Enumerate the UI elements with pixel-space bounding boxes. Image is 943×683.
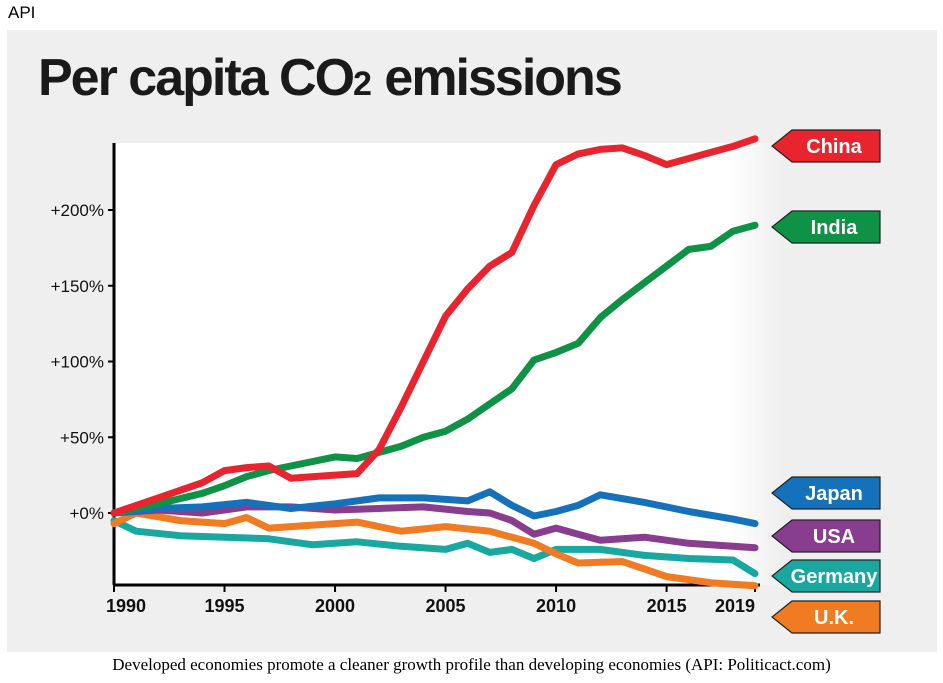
series-label-india: India xyxy=(771,210,881,244)
title-rest: emissions xyxy=(371,49,622,107)
series-line-usa xyxy=(110,503,759,552)
y-tick-label: +100% xyxy=(51,353,104,372)
series-label-text: Japan xyxy=(805,483,863,505)
plot-area xyxy=(116,143,781,585)
x-tick-label: 2015 xyxy=(647,596,687,616)
series-label-text: India xyxy=(811,217,859,239)
y-tick: +200% xyxy=(51,201,114,220)
series-label-germany: Germany xyxy=(771,559,881,593)
x-tick-label: 1995 xyxy=(204,596,244,616)
y-tick: +50% xyxy=(60,428,114,447)
chart-title: Per capita CO2 emissions xyxy=(38,48,623,108)
series-line-china xyxy=(110,135,759,517)
series-line-germany xyxy=(110,517,759,578)
series-line-india xyxy=(110,221,759,517)
x-tick: 1990 xyxy=(106,585,146,616)
x-tick: 2010 xyxy=(536,585,576,616)
y-tick: +150% xyxy=(51,277,114,296)
series-label-japan: Japan xyxy=(771,476,881,510)
x-tick-label: 2019 xyxy=(715,596,755,616)
series-label-box xyxy=(771,210,881,244)
x-tick-label: 2000 xyxy=(315,596,355,616)
y-tick-label: +200% xyxy=(51,201,104,220)
x-tick: 2005 xyxy=(426,585,466,616)
series-labels: China India Japan USA Germany U.K. xyxy=(771,129,881,634)
title-subscript: 2 xyxy=(353,65,372,103)
x-tick-label: 2005 xyxy=(426,596,466,616)
series-lines xyxy=(110,135,759,590)
x-axis-ticks: 1990 1995 2000 2005 2010 2015 2019 xyxy=(106,585,756,616)
series-label-box xyxy=(771,600,881,634)
x-tick-label: 2010 xyxy=(536,596,576,616)
figure-caption: Developed economies promote a cleaner gr… xyxy=(112,655,831,674)
x-tick: 2015 xyxy=(647,585,687,616)
series-line-uk xyxy=(110,509,759,590)
y-tick-label: +150% xyxy=(51,277,104,296)
series-label-text: USA xyxy=(813,526,855,548)
series-label-box xyxy=(771,559,881,593)
x-tick: 1995 xyxy=(204,585,245,616)
y-tick: +100% xyxy=(51,353,114,372)
x-tick: 2019 xyxy=(715,585,756,616)
y-axis-ticks: +0% +50% +100% +150% +200% xyxy=(51,201,114,523)
series-label-china: China xyxy=(771,129,881,163)
title-main: Per capita CO xyxy=(38,49,355,107)
x-tick: 2000 xyxy=(315,585,355,616)
series-label-uk: U.K. xyxy=(771,600,881,634)
series-label-usa: USA xyxy=(771,519,881,553)
series-label-box xyxy=(771,519,881,553)
y-tick: +0% xyxy=(70,504,114,523)
series-line-japan xyxy=(110,488,759,528)
series-label-text: U.K. xyxy=(814,607,854,629)
series-label-text: Germany xyxy=(791,566,879,588)
y-tick-label: +50% xyxy=(60,428,104,447)
series-label-box xyxy=(771,476,881,510)
source-credit: API xyxy=(8,3,36,22)
y-tick-label: +0% xyxy=(70,504,105,523)
series-label-box xyxy=(771,129,881,163)
series-label-text: China xyxy=(806,136,862,158)
x-tick-label: 1990 xyxy=(106,596,146,616)
